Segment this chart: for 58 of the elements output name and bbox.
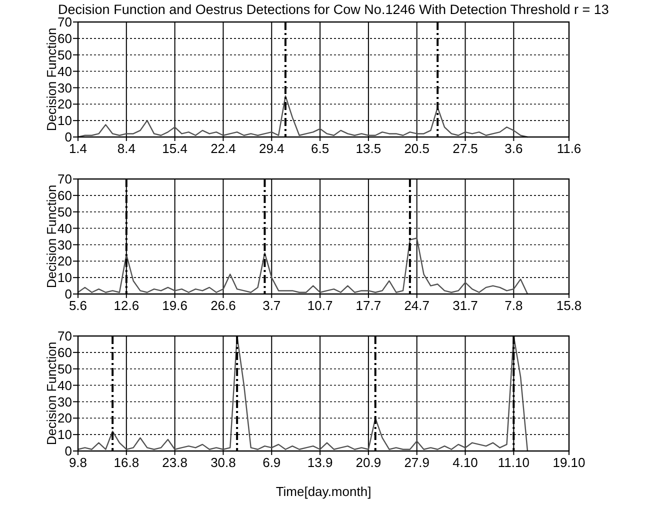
x-tick-label: 6.5 <box>311 141 330 156</box>
x-tick-label: 3.6 <box>504 141 523 156</box>
x-tick-label: 31.7 <box>452 298 478 313</box>
y-tick-label: 70 <box>58 328 72 344</box>
y-axis-title: Decision Function <box>44 28 59 132</box>
y-tick-label: 40 <box>58 378 72 393</box>
x-tick-label: 29.4 <box>258 141 284 156</box>
x-tick-label: 15.4 <box>162 141 188 156</box>
x-tick-label: 30.8 <box>210 455 236 470</box>
y-tick-label: 70 <box>58 14 72 30</box>
y-tick-label: 60 <box>58 344 72 360</box>
x-tick-label: 7.8 <box>504 298 523 313</box>
line-series <box>77 238 528 295</box>
chart-title: Decision Function and Oestrus Detections for Cow No.1246 With Detection Threshold r = 13 <box>58 2 609 17</box>
x-tick-label: 6.9 <box>262 455 281 470</box>
x-tick-label: 24.7 <box>404 298 430 313</box>
y-tick-label: 40 <box>58 220 72 236</box>
y-tick-label: 50 <box>58 47 72 62</box>
y-tick-label: 20 <box>58 410 72 426</box>
x-tick-label: 11.6 <box>556 141 582 156</box>
y-tick-label: 10 <box>58 427 72 442</box>
x-tick-label: 22.4 <box>210 141 236 156</box>
x-tick-label: 10.7 <box>307 298 333 313</box>
x-tick-label: 26.6 <box>210 298 236 313</box>
x-tick-label: 8.4 <box>117 141 136 156</box>
x-tick-label: 15.8 <box>556 298 582 313</box>
y-axis-title: Decision Function <box>44 184 59 288</box>
y-tick-label: 30 <box>58 237 72 252</box>
x-tick-label: 3.7 <box>262 298 281 313</box>
x-tick-label: 17.7 <box>356 298 382 313</box>
x-tick-label: 13.9 <box>307 455 333 470</box>
x-tick-label: 4.10 <box>452 455 478 470</box>
y-tick-label: 60 <box>58 30 72 46</box>
x-tick-label: 23.8 <box>162 455 188 470</box>
y-tick-label: 30 <box>58 80 72 96</box>
y-tick-label: 20 <box>58 96 72 112</box>
x-tick-label: 20.9 <box>356 455 382 470</box>
x-tick-label: 27.5 <box>452 141 478 156</box>
x-axis-title: Time[day.month] <box>276 484 372 499</box>
x-tick-label: 20.5 <box>404 141 430 156</box>
x-tick-label: 19.6 <box>162 298 188 313</box>
x-tick-label: 12.6 <box>114 298 140 313</box>
y-axis-title: Decision Function <box>44 342 59 446</box>
y-tick-label: 40 <box>58 64 72 79</box>
y-tick-label: 10 <box>58 113 72 128</box>
x-tick-label: 16.8 <box>114 455 140 470</box>
y-tick-label: 50 <box>58 361 72 376</box>
y-tick-label: 30 <box>58 394 72 410</box>
x-tick-label: 11.10 <box>498 455 530 470</box>
y-tick-label: 20 <box>58 254 72 269</box>
y-tick-label: 70 <box>58 172 72 187</box>
line-series <box>77 95 528 138</box>
x-tick-label: 13.5 <box>356 141 382 156</box>
y-tick-label: 60 <box>58 188 72 203</box>
y-tick-label: 50 <box>58 204 72 220</box>
y-tick-label: 10 <box>58 270 72 286</box>
x-tick-label: 19.10 <box>552 455 586 470</box>
x-tick-label: 27.9 <box>404 455 430 470</box>
